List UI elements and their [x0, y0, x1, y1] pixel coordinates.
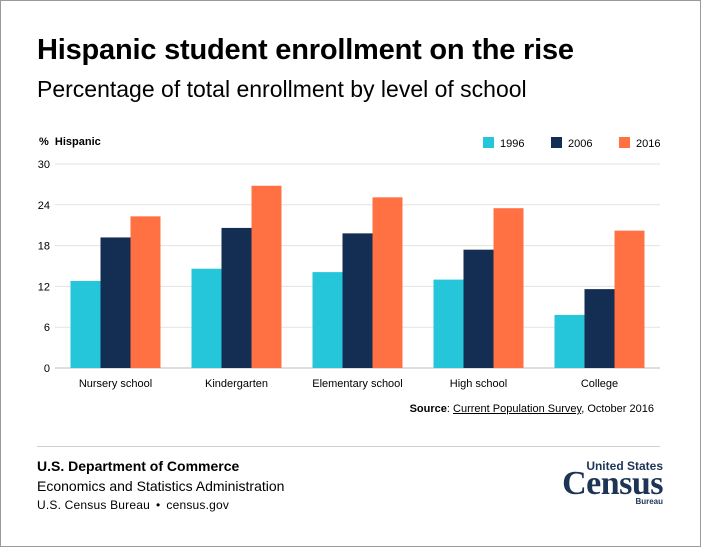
- footer-divider: [37, 446, 660, 447]
- administration-name: Economics and Statistics Administration: [37, 478, 285, 494]
- y-axis-label: % Hispanic: [39, 136, 101, 148]
- bar-1996: [433, 279, 464, 368]
- bar-2006: [221, 227, 252, 368]
- bar-2006: [100, 237, 131, 368]
- bar-2016: [251, 185, 282, 368]
- chart-title: Hispanic student enrollment on the rise: [37, 34, 574, 66]
- website-link[interactable]: census.gov: [166, 498, 230, 512]
- source-separator: :: [446, 403, 454, 415]
- bureau-name: U.S. Census Bureau: [37, 498, 150, 512]
- logo-census: Census: [562, 465, 663, 502]
- y-tick-label: 0: [44, 363, 50, 375]
- logo-bureau: Bureau: [635, 497, 663, 506]
- source-rest: , October 2016: [581, 403, 654, 415]
- y-tick-label: 12: [38, 281, 50, 293]
- x-tick-label: Elementary school: [312, 378, 403, 390]
- legend-label: 2006: [568, 138, 592, 150]
- bar-2006: [342, 233, 373, 368]
- x-tick-label: Kindergarten: [205, 378, 268, 390]
- legend-swatch: [551, 137, 562, 148]
- logo-united-states: United States: [586, 459, 663, 473]
- y-tick-label: 6: [44, 322, 50, 334]
- bar-1996: [70, 280, 101, 368]
- bar-2016: [372, 197, 403, 368]
- legend-label: 2016: [636, 138, 660, 150]
- x-tick-label: Nursery school: [79, 378, 152, 390]
- bar-2016: [130, 216, 161, 368]
- bar-1996: [312, 272, 343, 368]
- y-tick-label: 18: [38, 241, 50, 253]
- x-tick-label: College: [581, 378, 618, 390]
- bar-chart: 0 6 12 18 24 30 % Hispanic Nursery school Kinder…: [38, 136, 661, 390]
- source-note: Source: Current Population Survey, Octob…: [410, 403, 654, 415]
- bar-2016: [493, 208, 524, 368]
- census-logo: United States Census Bureau: [562, 459, 665, 509]
- department-name: U.S. Department of Commerce: [37, 458, 240, 474]
- y-tick-label: 30: [38, 159, 50, 171]
- bureau-line: U.S. Census Bureau • census.gov: [37, 498, 229, 512]
- legend-label: 1996: [500, 138, 524, 150]
- bullet-separator: •: [156, 498, 161, 512]
- chart-subtitle: Percentage of total enrollment by level …: [37, 76, 527, 102]
- legend-swatch: [483, 137, 494, 148]
- bar-1996: [191, 268, 222, 368]
- x-tick-label: High school: [450, 378, 507, 390]
- source-label: Source: [409, 403, 447, 415]
- legend-swatch: [619, 137, 630, 148]
- y-tick-label: 24: [38, 200, 50, 212]
- bar-2006: [463, 249, 494, 368]
- bar-2016: [614, 230, 645, 368]
- bar-2006: [584, 289, 615, 368]
- bar-1996: [554, 314, 585, 368]
- source-link[interactable]: Current Population Survey: [453, 403, 582, 415]
